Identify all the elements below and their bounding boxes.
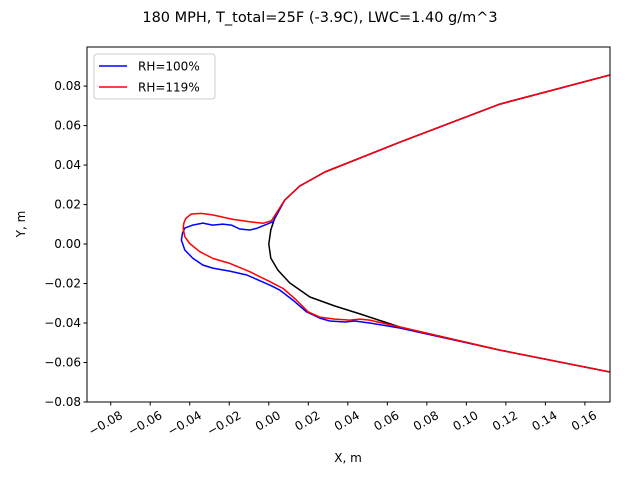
x-tick-label: 0.06 [371, 408, 401, 433]
x-tick-label: −0.08 [86, 408, 125, 439]
x-tick-label: −0.06 [126, 408, 165, 439]
x-tick-label: 0.08 [411, 408, 441, 433]
y-tick-label: −0.08 [44, 395, 81, 409]
y-tick-label: −0.06 [44, 356, 81, 370]
x-tick-label: 0.12 [490, 408, 520, 433]
x-tick-label: 0.00 [253, 408, 283, 433]
legend-entry: RH=119% [138, 81, 200, 95]
series-line-0 [268, 74, 610, 373]
y-tick-label: 0.02 [54, 198, 81, 212]
legend-entry: RH=100% [138, 60, 200, 74]
y-tick-label: 0.04 [54, 158, 81, 172]
x-tick-label: 0.10 [450, 408, 480, 433]
x-tick-label: 0.04 [332, 408, 362, 433]
y-tick-label: −0.02 [44, 277, 81, 291]
series-line-2 [182, 74, 610, 373]
legend: RH=100% RH=119% [93, 53, 216, 100]
plot-frame [86, 46, 611, 403]
y-tick-label: 0.06 [54, 119, 81, 133]
x-axis-label: X, m [334, 451, 362, 465]
x-tick-label: 0.14 [529, 408, 559, 433]
y-tick-label: 0.00 [54, 237, 81, 251]
chart-title: 180 MPH, T_total=25F (-3.9C), LWC=1.40 g… [142, 10, 497, 26]
x-tick-label: −0.04 [165, 408, 204, 439]
y-axis-label: Y, m [14, 211, 28, 239]
series-line-1 [180, 74, 610, 373]
x-tick-label: 0.16 [569, 408, 599, 433]
y-tick-label: 0.08 [54, 79, 81, 93]
x-tick-label: 0.02 [292, 408, 322, 433]
x-tick-label: −0.02 [205, 408, 244, 439]
y-tick-label: −0.04 [44, 316, 81, 330]
